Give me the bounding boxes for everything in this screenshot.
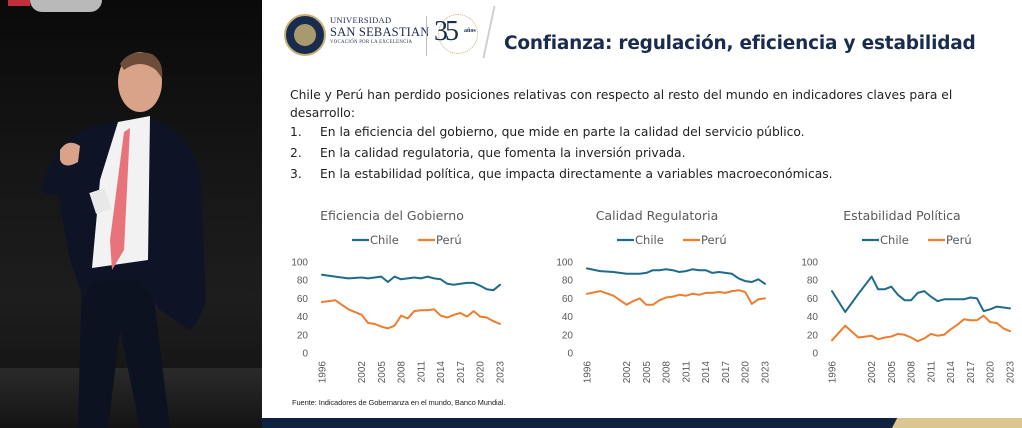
footer-gold-accent [892,418,1022,428]
chart-title: Eficiencia del Gobierno [320,208,464,223]
logo-tagline: VOCACIÓN POR LA EXCELENCIA [330,40,413,45]
anniversary-logo: 35 años [434,14,484,56]
anniversary-arc [438,14,478,54]
legend-label-peru: Perú [946,233,972,247]
x-tick-label: 2023 [1006,361,1017,384]
y-tick-label: 20 [297,330,309,341]
logo-line-2: SAN SEBASTIAN [330,24,430,39]
x-tick-label: 2014 [701,361,712,384]
x-tick-label: 2008 [662,361,673,384]
chart-title: Estabilidad Política [843,208,960,223]
series-line-peru [586,289,766,306]
x-tick-label: 2014 [436,361,447,384]
chart-calidad-regulatoria: Calidad Regulatoria Chile Perú 0 20 40 60 80 100… [547,205,787,385]
series-line-chile [586,267,766,285]
stage-light-red [8,0,30,6]
y-tick-label: 60 [807,294,819,305]
legend-label-chile: Chile [880,233,909,247]
x-tick-label: 2017 [966,361,977,384]
x-tick-label: 1996 [828,361,839,384]
x-tick-label: 2005 [642,361,653,384]
chart-svg: Calidad Regulatoria Chile Perú 0 20 40 60 80 100… [556,208,772,384]
slide-title: Confianza: regulación, eficiencia y esta… [504,33,976,54]
legend-label-peru: Perú [701,233,727,247]
x-tick-label: 2011 [416,361,427,383]
x-tick-label: 2002 [867,361,878,384]
y-tick-label: 100 [801,258,818,269]
list-item: 2. En la calidad regulatoria, que fomenta… [290,143,1010,164]
speaker-video [0,0,262,428]
legend-label-chile: Chile [635,233,664,247]
chart-estabilidad-politica: Estabilidad Política Chile Perú 0 20 40 60 80 10… [792,205,1022,385]
y-tick-label: 80 [297,276,309,287]
x-tick-label: 1996 [318,361,329,384]
series-line-chile [321,273,501,292]
series-line-peru [321,299,501,330]
presentation-slide: UNIVERSIDAD SAN SEBASTIAN VOCACIÓN POR L… [262,0,1022,428]
x-tick-label: 2005 [887,361,898,384]
x-tick-label: 2014 [946,361,957,384]
x-tick-label: 2017 [456,361,467,384]
logo-line-1: UNIVERSIDAD [330,15,392,25]
header-slash-divider [482,6,496,58]
y-tick-label: 40 [807,312,819,323]
x-tick-label: 2008 [397,361,408,384]
x-tick-label: 2020 [741,361,752,384]
x-tick-label: 2008 [907,361,918,384]
university-seal-logo [284,14,326,56]
chart-eficiencia-gobierno: Eficiencia del Gobierno Chile Perú 0 20 40 60 8… [282,205,522,385]
intro-text: Chile y Perú han perdido posiciones rela… [290,88,953,120]
list-text: En la estabilidad política, que impacta … [320,167,833,181]
chart-svg: Estabilidad Política Chile Perú 0 20 40 60 80 10… [801,208,1017,384]
y-tick-label: 60 [562,294,574,305]
list-text: En la eficiencia del gobierno, que mide … [320,125,805,139]
university-logo-text: UNIVERSIDAD SAN SEBASTIAN VOCACIÓN POR L… [330,16,430,46]
y-tick-label: 0 [812,349,818,360]
y-tick-label: 80 [807,276,819,287]
y-tick-label: 20 [807,330,819,341]
x-tick-label: 2023 [496,361,507,384]
x-tick-label: 1996 [583,361,594,384]
list-text: En la calidad regulatoria, que fomenta l… [320,146,686,160]
list-number: 2. [290,146,302,160]
y-tick-label: 20 [562,330,574,341]
list-item: 3. En la estabilidad política, que impact… [290,164,1010,185]
chart-svg: Eficiencia del Gobierno Chile Perú 0 20 40 60 8… [291,208,507,384]
y-tick-label: 100 [291,258,308,269]
x-tick-label: 2020 [986,361,997,384]
source-note: Fuente: Indicadores de Gobernanza en el … [292,398,506,407]
speaker-figure [40,52,206,428]
y-tick-label: 0 [567,349,573,360]
y-tick-label: 60 [297,294,309,305]
x-tick-label: 2005 [377,361,388,384]
y-tick-label: 40 [562,312,574,323]
anniversary-word: años [464,28,476,34]
x-tick-label: 2017 [721,361,732,384]
y-tick-label: 0 [302,349,308,360]
y-tick-label: 40 [297,312,309,323]
x-tick-label: 2002 [622,361,633,384]
list-number: 1. [290,125,302,139]
series-line-peru [831,314,1011,343]
slide-header: UNIVERSIDAD SAN SEBASTIAN VOCACIÓN POR L… [262,0,1022,70]
list-item: 1. En la eficiencia del gobierno, que mid… [290,122,1010,143]
y-tick-label: 100 [556,258,573,269]
series-line-chile [831,275,1011,313]
legend-label-chile: Chile [370,233,399,247]
x-tick-label: 2023 [761,361,772,384]
x-tick-label: 2002 [357,361,368,384]
chart-title: Calidad Regulatoria [596,208,718,223]
x-tick-label: 2011 [926,361,937,383]
list-number: 3. [290,167,302,181]
legend-label-peru: Perú [436,233,462,247]
logo-divider [426,16,427,56]
y-tick-label: 80 [562,276,574,287]
points-list: 1. En la eficiencia del gobierno, que mid… [290,122,1010,185]
stage-light [30,0,102,12]
footer-bar [262,418,1022,428]
x-tick-label: 2011 [681,361,692,383]
x-tick-label: 2020 [476,361,487,384]
anniversary-number: 35 [434,16,459,47]
